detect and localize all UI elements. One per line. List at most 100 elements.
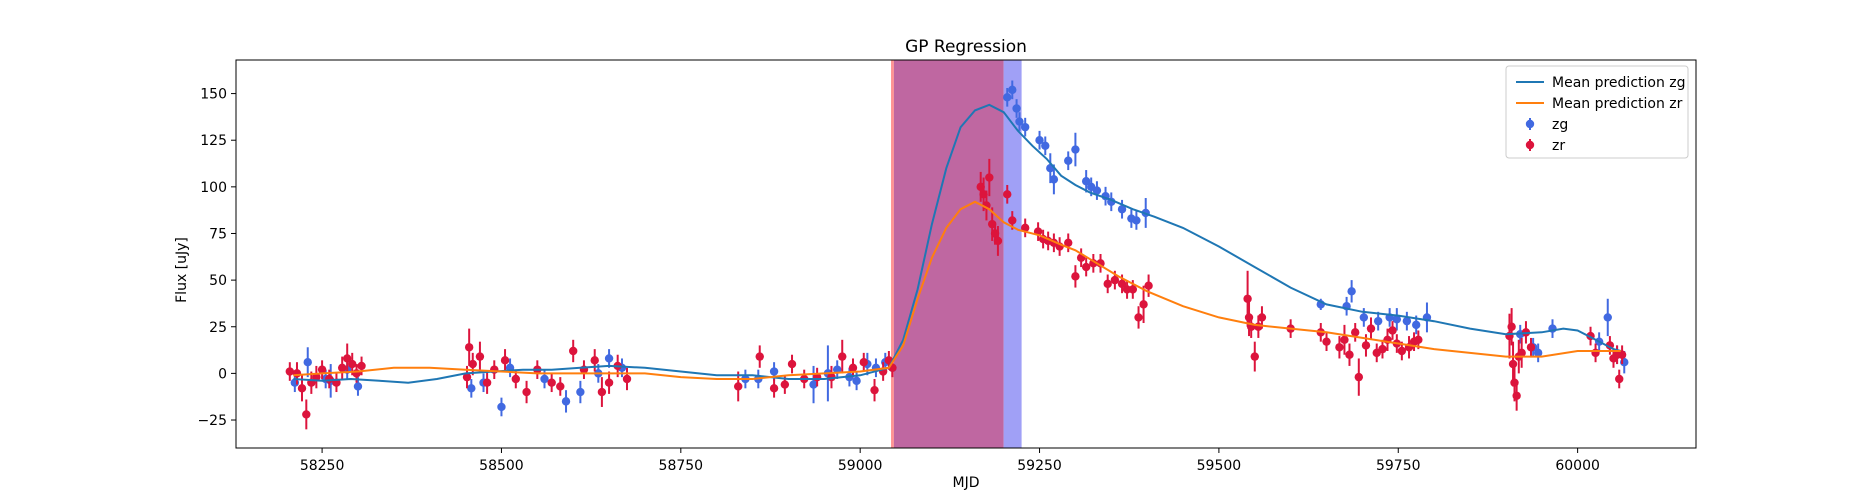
zr-point (1335, 343, 1344, 352)
zr-point (1257, 313, 1267, 322)
legend-label-mean-prediction-zr: Mean prediction zr (1552, 96, 1683, 112)
zr-point (993, 236, 1003, 246)
zg-point (1117, 205, 1127, 214)
zr-point (343, 354, 352, 363)
zr-point (1117, 279, 1127, 289)
zr-point (312, 372, 321, 382)
zr-point (1351, 328, 1360, 337)
chart-title: GP Regression (905, 37, 1027, 57)
zg-point (1020, 122, 1030, 132)
zr-point (1081, 262, 1091, 272)
zr-point (1096, 259, 1105, 268)
zg-point (1003, 93, 1012, 102)
zr-point (317, 365, 327, 374)
zr-point (325, 374, 334, 384)
zr-point (1128, 285, 1138, 294)
zr-point (1243, 294, 1252, 303)
y-axis-label: Flux [uJy] (174, 237, 190, 303)
zr-point (1144, 281, 1153, 290)
zr-point (1020, 223, 1030, 233)
zr-point (1414, 335, 1423, 345)
zr-point (838, 352, 847, 361)
zr-point (870, 385, 879, 395)
zg-point (1359, 313, 1369, 322)
zr-point (464, 343, 474, 352)
zr-point (780, 380, 790, 389)
zr-point (511, 374, 521, 384)
zr-point (1526, 343, 1536, 352)
zr-point (1397, 346, 1407, 356)
zr-point (1003, 190, 1012, 199)
zg-point (1035, 136, 1044, 145)
zg-point (1132, 216, 1141, 225)
zg-point (353, 382, 363, 391)
zr-point (568, 346, 578, 356)
zr-point (1122, 285, 1132, 294)
x-tick-label: 58750 (659, 458, 704, 474)
legend-label-zg: zg (1552, 117, 1568, 133)
zg-point (1015, 117, 1024, 126)
zr-point (1354, 372, 1364, 382)
zr-point (734, 382, 743, 391)
zr-point (1366, 324, 1376, 333)
zr-point (769, 384, 779, 393)
x-tick-label: 59500 (1197, 458, 1242, 474)
zg-point (467, 384, 476, 393)
zr-point (1322, 337, 1331, 346)
zr-point (1508, 359, 1518, 369)
x-tick-label: 59750 (1376, 458, 1421, 474)
zg-point (561, 397, 571, 406)
zr-point (462, 372, 472, 382)
zg-point (576, 387, 585, 397)
mean-prediction-zg-line (293, 103, 1621, 384)
zr-point (1617, 350, 1627, 359)
zr-point (597, 387, 607, 397)
legend-swatch-zr (1525, 140, 1535, 150)
zg-point (1012, 104, 1021, 113)
zr-point (468, 359, 477, 369)
legend: Mean prediction zg Mean prediction zr zg zr (1505, 65, 1689, 159)
zr-point (848, 363, 858, 372)
y-tick-label: 50 (209, 273, 227, 289)
zg-point (809, 380, 818, 389)
legend-label-zr: zr (1552, 138, 1565, 154)
legend-label-mean-prediction-zg: Mean prediction zg (1552, 75, 1686, 91)
zr-point (787, 359, 797, 369)
x-tick-label: 58250 (300, 458, 345, 474)
zr-point (357, 361, 366, 371)
x-tick-label: 59250 (1017, 458, 1062, 474)
zr-point (1071, 272, 1080, 281)
zr-point (1361, 341, 1371, 350)
zr-point (292, 369, 302, 378)
zr-point (1103, 279, 1112, 289)
mean-prediction-zr-line (293, 200, 1621, 380)
zr-point (1340, 335, 1349, 345)
zg-point (1402, 316, 1412, 326)
zr-point (1064, 238, 1073, 248)
zg-point (1533, 348, 1543, 358)
axes-frame (235, 59, 1697, 449)
zg-point (1008, 85, 1017, 95)
zr-point (1110, 275, 1120, 285)
zr-point (1388, 326, 1397, 335)
zr-point (500, 356, 510, 365)
y-tick-label: 150 (200, 87, 227, 103)
zg-point (1373, 316, 1383, 326)
zg-point (540, 374, 549, 384)
zg-point (1071, 145, 1080, 154)
zr-point (1008, 216, 1017, 225)
zg-point (1411, 320, 1421, 330)
zr-point (755, 352, 764, 361)
zr-point (1591, 348, 1600, 358)
zr-point (547, 378, 556, 387)
zg-point (1603, 313, 1612, 322)
x-tick-label: 59000 (838, 458, 883, 474)
zr-point (348, 359, 357, 369)
zr-point (1378, 344, 1387, 354)
zg-point (303, 357, 312, 367)
zr-point (622, 374, 632, 384)
zg-point (497, 402, 506, 412)
shaded-region-0 (891, 60, 894, 448)
x-tick-label: 58500 (479, 458, 524, 474)
